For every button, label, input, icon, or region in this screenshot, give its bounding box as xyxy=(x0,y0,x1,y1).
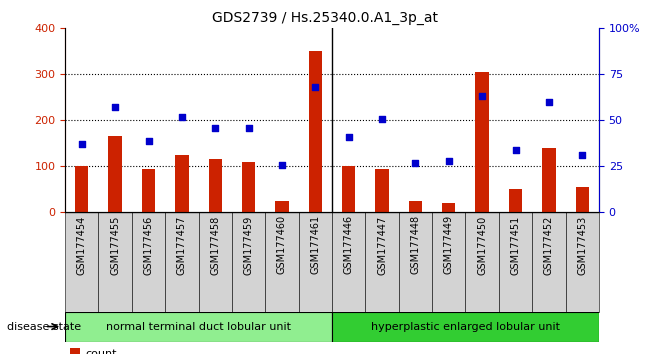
Bar xyxy=(70,348,80,354)
Text: GSM177447: GSM177447 xyxy=(377,215,387,275)
Text: GSM177458: GSM177458 xyxy=(210,215,220,275)
Point xyxy=(544,99,554,105)
Point xyxy=(210,125,221,131)
Bar xyxy=(533,212,566,312)
Text: GSM177449: GSM177449 xyxy=(444,215,454,274)
Bar xyxy=(242,162,255,212)
Bar xyxy=(399,212,432,312)
Point xyxy=(110,105,120,110)
Point xyxy=(344,134,354,140)
Bar xyxy=(65,312,332,342)
Point xyxy=(77,142,87,147)
Bar xyxy=(475,72,489,212)
Point xyxy=(443,158,454,164)
Bar xyxy=(266,212,299,312)
Bar xyxy=(542,148,555,212)
Bar xyxy=(509,189,522,212)
Text: GSM177453: GSM177453 xyxy=(577,215,587,275)
Bar xyxy=(132,212,165,312)
Point xyxy=(410,160,421,166)
Bar xyxy=(165,212,199,312)
Bar xyxy=(365,212,398,312)
Text: GSM177450: GSM177450 xyxy=(477,215,487,275)
Text: GSM177456: GSM177456 xyxy=(143,215,154,275)
Bar xyxy=(232,212,266,312)
Bar xyxy=(566,212,599,312)
Bar xyxy=(299,212,332,312)
Text: disease state: disease state xyxy=(7,321,81,332)
Point xyxy=(310,84,320,90)
Bar xyxy=(499,212,533,312)
Bar xyxy=(465,212,499,312)
Bar xyxy=(309,51,322,212)
Text: GSM177461: GSM177461 xyxy=(311,215,320,274)
Bar xyxy=(409,201,422,212)
Bar xyxy=(432,212,465,312)
Point xyxy=(377,116,387,121)
Point xyxy=(243,125,254,131)
Bar xyxy=(376,169,389,212)
Text: GSM177457: GSM177457 xyxy=(177,215,187,275)
Bar xyxy=(332,312,599,342)
Text: count: count xyxy=(85,348,117,354)
Bar xyxy=(199,212,232,312)
Text: normal terminal duct lobular unit: normal terminal duct lobular unit xyxy=(106,321,291,332)
Text: GSM177448: GSM177448 xyxy=(410,215,421,274)
Point xyxy=(577,153,587,158)
Bar xyxy=(109,137,122,212)
Text: GSM177451: GSM177451 xyxy=(510,215,521,275)
Bar xyxy=(332,212,365,312)
Bar xyxy=(208,160,222,212)
Bar xyxy=(442,203,456,212)
Text: GSM177454: GSM177454 xyxy=(77,215,87,275)
Bar xyxy=(575,187,589,212)
Bar xyxy=(275,201,288,212)
Text: GSM177446: GSM177446 xyxy=(344,215,353,274)
Bar xyxy=(98,212,132,312)
Text: GSM177459: GSM177459 xyxy=(243,215,254,275)
Bar xyxy=(65,212,98,312)
Bar xyxy=(342,166,355,212)
Point xyxy=(176,114,187,120)
Text: GDS2739 / Hs.25340.0.A1_3p_at: GDS2739 / Hs.25340.0.A1_3p_at xyxy=(212,11,439,25)
Text: hyperplastic enlarged lobular unit: hyperplastic enlarged lobular unit xyxy=(371,321,560,332)
Bar xyxy=(142,169,155,212)
Text: GSM177460: GSM177460 xyxy=(277,215,287,274)
Point xyxy=(477,93,488,99)
Bar xyxy=(75,166,89,212)
Text: GSM177455: GSM177455 xyxy=(110,215,120,275)
Point xyxy=(277,162,287,167)
Point xyxy=(510,147,521,153)
Bar xyxy=(175,155,189,212)
Point xyxy=(143,138,154,143)
Text: GSM177452: GSM177452 xyxy=(544,215,554,275)
